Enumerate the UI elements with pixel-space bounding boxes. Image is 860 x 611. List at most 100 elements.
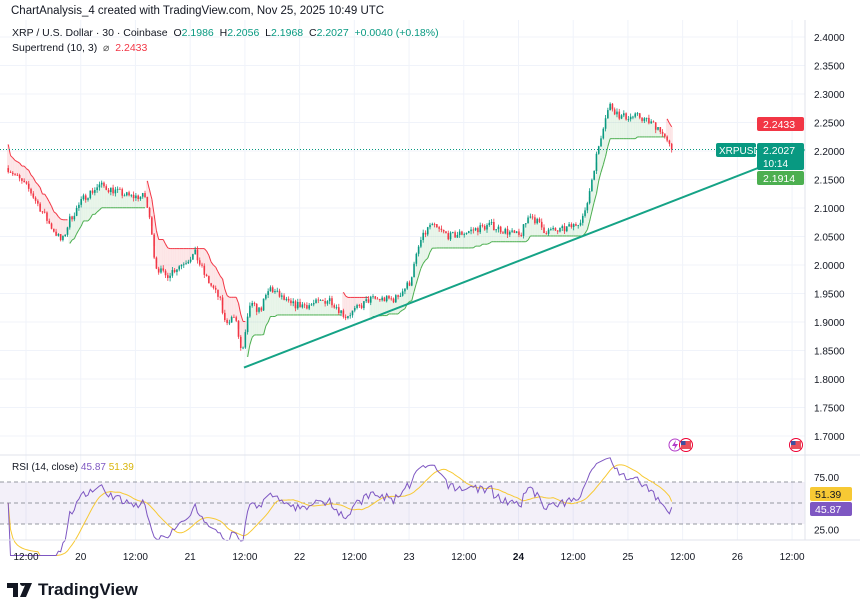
time-tick-label: 12:00 — [670, 552, 695, 563]
supertrend-segment — [600, 164, 604, 173]
candle-body — [139, 196, 142, 199]
supertrend-segment — [208, 255, 212, 263]
trendline[interactable] — [243, 148, 806, 369]
supertrend-segment — [415, 275, 420, 284]
candle-body — [623, 113, 625, 116]
candle-body — [353, 308, 356, 311]
candle-body — [148, 207, 151, 218]
candle-body — [230, 317, 233, 323]
rsi-ma-badge — [810, 487, 852, 501]
low-value: 2.1968 — [271, 27, 304, 39]
supertrend-segment — [386, 313, 390, 316]
symbol-legend[interactable]: XRP / U.S. Dollar · 30 · Coinbase O2.198… — [12, 26, 439, 41]
supertrend-fill — [572, 225, 575, 236]
candle-body — [176, 269, 178, 273]
candle-body — [333, 305, 336, 308]
supertrend-fill — [266, 293, 270, 323]
candle-body — [167, 275, 169, 279]
price-tick-label: 2.0500 — [814, 233, 845, 244]
candle-body — [629, 116, 632, 120]
candle-body — [429, 224, 431, 228]
candle-body — [545, 233, 548, 234]
supertrend-fill — [433, 223, 436, 249]
candle-body — [64, 234, 67, 237]
supertrend-fill — [378, 299, 382, 316]
time-tick-label: 12:00 — [342, 552, 367, 563]
rsi-value: 45.87 — [80, 462, 106, 473]
candle-body — [296, 301, 299, 309]
supertrend-segment — [263, 325, 267, 335]
supertrend-fill — [48, 201, 51, 223]
candle-body — [285, 298, 288, 300]
supertrend-fill — [246, 324, 249, 357]
candle-body — [650, 121, 652, 124]
supertrend-fill — [32, 177, 35, 196]
rsi-ma-badge-text: 51.39 — [815, 489, 841, 501]
supertrend-fill — [415, 258, 418, 284]
supertrend-fill — [157, 239, 160, 271]
supertrend-fill — [41, 194, 44, 212]
supertrend-fill — [335, 307, 338, 315]
supertrend-fill — [631, 116, 635, 139]
supertrend-legend[interactable]: Supertrend (10, 3) ⌀ 2.2433 — [12, 41, 439, 56]
supertrend-fill — [586, 206, 589, 230]
supertrend-fill — [520, 235, 523, 242]
hidden-eye-icon[interactable]: ⌀ — [100, 42, 113, 54]
candle-body — [62, 236, 64, 241]
rsi-pane — [0, 457, 805, 556]
symbol-badge-text: XRPUSD — [719, 146, 761, 157]
candle-body — [73, 215, 76, 220]
candle-body — [527, 217, 529, 224]
supertrend-fill — [173, 248, 176, 272]
candle-body — [410, 277, 413, 286]
supertrend-segment — [89, 214, 94, 219]
high-value: 2.2056 — [227, 27, 260, 39]
candle-body — [82, 195, 85, 200]
supertrend-fill — [250, 304, 254, 338]
supertrend-fill — [45, 197, 49, 217]
supertrend-fill — [134, 196, 138, 208]
candle-body — [103, 182, 105, 187]
supertrend-fill — [392, 300, 395, 314]
candle-body — [32, 193, 35, 198]
candle-body — [374, 296, 377, 299]
candle-body — [493, 222, 495, 231]
supertrend-fill — [640, 119, 644, 137]
supertrend-segment — [39, 187, 43, 195]
candle-body — [588, 191, 591, 204]
supertrend-fill — [61, 219, 65, 239]
supertrend-fill — [351, 297, 354, 313]
supertrend-segment — [247, 344, 251, 357]
candle-body — [34, 197, 37, 201]
supertrend-down-badge — [757, 171, 804, 185]
price-tick-label: 2.4000 — [814, 33, 845, 44]
candle-body — [474, 228, 477, 231]
candle-body — [146, 197, 149, 208]
candle-body — [388, 295, 390, 299]
supertrend-segment — [634, 136, 638, 140]
supertrend-fill — [426, 230, 429, 259]
supertrend-fill — [595, 162, 598, 194]
supertrend-fill — [223, 289, 227, 317]
candle-body — [128, 192, 130, 196]
supertrend-fill — [232, 297, 236, 318]
supertrend-fill — [11, 157, 14, 174]
candle-body — [600, 138, 602, 147]
rsi-legend[interactable]: RSI (14, close) 45.87 51.39 — [12, 462, 134, 473]
candle-body — [59, 234, 62, 241]
supertrend-fill — [515, 232, 518, 242]
candle-body — [171, 270, 174, 276]
supertrend-fill — [355, 297, 359, 307]
candle-body — [438, 227, 440, 229]
rsi-name: RSI (14, close) — [12, 462, 79, 473]
candle-body — [666, 136, 668, 141]
candle-body — [299, 301, 301, 308]
supertrend-fill — [481, 225, 484, 245]
candle-body — [68, 216, 71, 228]
supertrend-fill — [162, 239, 165, 270]
tradingview-logo[interactable]: TradingView — [7, 580, 138, 600]
candle-body — [529, 216, 532, 218]
supertrend-segment — [409, 300, 412, 302]
supertrend-fill — [312, 303, 315, 315]
